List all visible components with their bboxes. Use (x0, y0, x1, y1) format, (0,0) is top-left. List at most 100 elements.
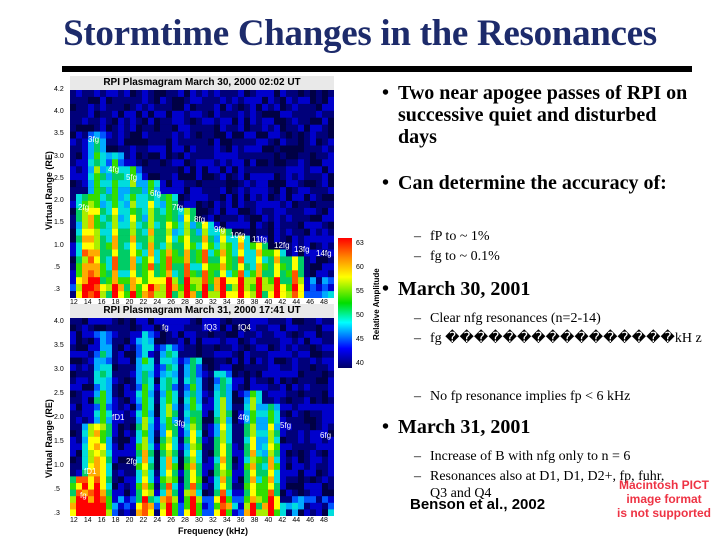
plasmagram-cell (82, 194, 89, 202)
plasmagram-cell (70, 509, 77, 516)
plasmagram-cell (274, 194, 281, 202)
plasmagram-cell (106, 364, 113, 372)
plasmagram-cell (322, 263, 329, 271)
plasmagram-cell (82, 463, 89, 471)
plasmagram-cell (214, 138, 221, 146)
plasmagram-cell (118, 417, 125, 424)
plasmagram-cell (118, 277, 125, 285)
plasmagram-cell (196, 263, 203, 271)
plasmagram-cell (136, 509, 143, 516)
plasmagram-cell (76, 496, 83, 504)
plasmagram-cell (94, 228, 101, 236)
plasmagram-cell (304, 364, 311, 372)
plasmagram-cell (310, 131, 317, 139)
plasmagram-cell (298, 403, 305, 411)
sub-text: Clear nfg resonances (n=2-14) (430, 311, 601, 326)
plasmagram-cell (184, 430, 191, 438)
plasmagram-cell (154, 397, 161, 405)
plasmagram-cell (304, 469, 311, 477)
plasmagram-cell (88, 124, 95, 132)
plasmagram-cell (190, 173, 197, 181)
plasmagram-cell (184, 173, 191, 181)
plasmagram-cell (232, 131, 239, 139)
plasmagram-cell (76, 489, 83, 497)
plasmagram-cell (220, 318, 227, 325)
plasmagram-cell (304, 423, 311, 431)
plasmagram-cell (310, 214, 317, 222)
plasmagram-cell (238, 284, 245, 292)
plasmagram-cell (166, 318, 173, 325)
plasmagram-cell (130, 337, 137, 345)
plasmagram-cell (190, 124, 197, 132)
plasmagram-cell (256, 476, 263, 484)
plasmagram-cell (292, 90, 299, 98)
plasmagram-cell (256, 207, 263, 216)
plasmagram-cell (178, 403, 185, 411)
plasmagram-cell (106, 173, 113, 181)
plasmagram-cell (220, 277, 227, 285)
sub-dash: – (414, 449, 421, 464)
plasmagram-cell (82, 377, 89, 385)
plasmagram-cell (118, 194, 125, 202)
plasmagram-cell (220, 159, 227, 167)
plasmagram-cell (322, 410, 329, 418)
plasmagram-cell (226, 138, 233, 146)
plasmagram-cell (268, 489, 275, 497)
plasmagram-cell (184, 187, 191, 195)
plasmagram-cell (232, 270, 239, 278)
plasmagram-cell (70, 423, 77, 431)
plasmagram-cell (160, 469, 167, 477)
plasmagram-cell (316, 443, 323, 451)
plasmagram-cell (130, 270, 137, 278)
plasmagram-cell (82, 131, 89, 139)
plasmagram-cell (124, 228, 131, 236)
plasmagram-cell (286, 90, 293, 98)
plasmagram-cell (130, 152, 137, 160)
plasmagram-cell (160, 390, 167, 398)
plasmagram-cell (280, 450, 287, 457)
plasmagram-cell (232, 417, 239, 424)
plasmagram-cell (100, 483, 107, 490)
plasmagram-cell (214, 463, 221, 471)
plasmagram-cell (328, 450, 334, 457)
plasmagram-cell (82, 489, 89, 497)
plasmagram-cell (274, 436, 281, 444)
plasmagram-cell (220, 476, 227, 484)
plasmagram-cell (292, 159, 299, 167)
plasmagram-cell (208, 263, 215, 271)
plasmagram-cell (322, 357, 329, 365)
plasmagram-cell (268, 502, 275, 510)
plasmagram-cell (82, 284, 89, 292)
plasmagram-cell (166, 263, 173, 271)
plasmagram-cell (94, 496, 101, 504)
plasmagram-cell (88, 397, 95, 405)
plasmagram-cell (304, 403, 311, 411)
plasmagram-cell (178, 390, 185, 398)
plasmagram-cell (232, 483, 239, 490)
plasmagram-cell (286, 277, 293, 285)
plasmagram-cell (142, 256, 149, 264)
plasmagram-cell (184, 423, 191, 431)
plasmagram-cell (280, 463, 287, 471)
plasmagram-cell (184, 110, 191, 118)
plasmagram-cell (112, 166, 119, 174)
plasmagram-cell (262, 456, 269, 464)
plasmagram-cell (316, 456, 323, 464)
plasmagram-cell (112, 417, 119, 424)
plasmagram-cell (268, 370, 275, 378)
plasmagram-cell (160, 456, 167, 464)
plasmagram-cell (142, 331, 149, 339)
resonance-label: 6fg (150, 189, 161, 198)
plasmagram-cell (94, 423, 101, 431)
plasmagram-cell (262, 436, 269, 444)
plasmagram-cell (292, 456, 299, 464)
plasmagram-cell (244, 502, 251, 510)
plasmagram-cell (100, 180, 107, 188)
plasmagram-cell (310, 463, 317, 471)
plasmagram-cell (190, 417, 197, 424)
plasmagram-cell (142, 384, 149, 391)
plasmagram-cell (280, 502, 287, 510)
plasmagram-cell (292, 351, 299, 358)
plasmagram-cell (214, 384, 221, 391)
plasmagram-cell (256, 263, 263, 271)
